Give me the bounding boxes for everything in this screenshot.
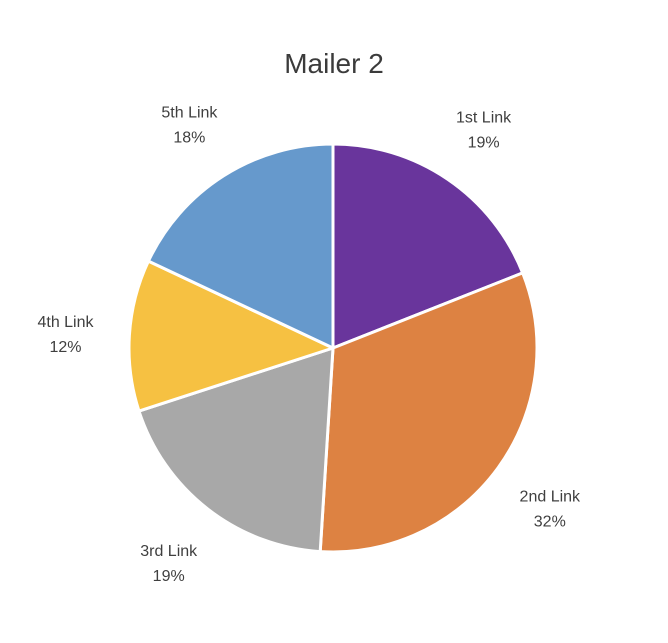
pie-label-3: 3rd Link 19% — [140, 543, 198, 585]
slice-category-label: 4th Link — [37, 314, 94, 331]
slice-value-label: 19% — [153, 568, 185, 585]
slice-category-label: 5th Link — [161, 105, 218, 122]
pie-label-5: 5th Link 18% — [161, 105, 218, 147]
pie-label-1: 1st Link 19% — [456, 109, 512, 151]
pie-label-2: 2nd Link 32% — [520, 489, 581, 531]
slice-category-label: 1st Link — [456, 109, 512, 126]
slice-category-label: 3rd Link — [140, 543, 198, 560]
pie-slice-4 — [127, 259, 335, 413]
pie-labels: 1st Link 19% 2nd Link 32% 3rd Link 19% 4th Lin… — [37, 105, 581, 585]
slice-value-label: 12% — [49, 339, 81, 356]
pie-label-4: 4th Link 12% — [37, 314, 94, 356]
slice-category-label: 2nd Link — [520, 489, 581, 506]
pie-slices — [127, 142, 539, 554]
pie-slice-2 — [318, 271, 539, 554]
pie-slice-3 — [137, 346, 335, 554]
slice-value-label: 19% — [468, 134, 500, 151]
pie-slice-1 — [331, 142, 525, 350]
slice-value-label: 18% — [173, 130, 205, 147]
pie-slice-5 — [146, 142, 335, 350]
slice-value-label: 32% — [534, 514, 566, 531]
chart-title: Mailer 2 — [284, 48, 384, 79]
